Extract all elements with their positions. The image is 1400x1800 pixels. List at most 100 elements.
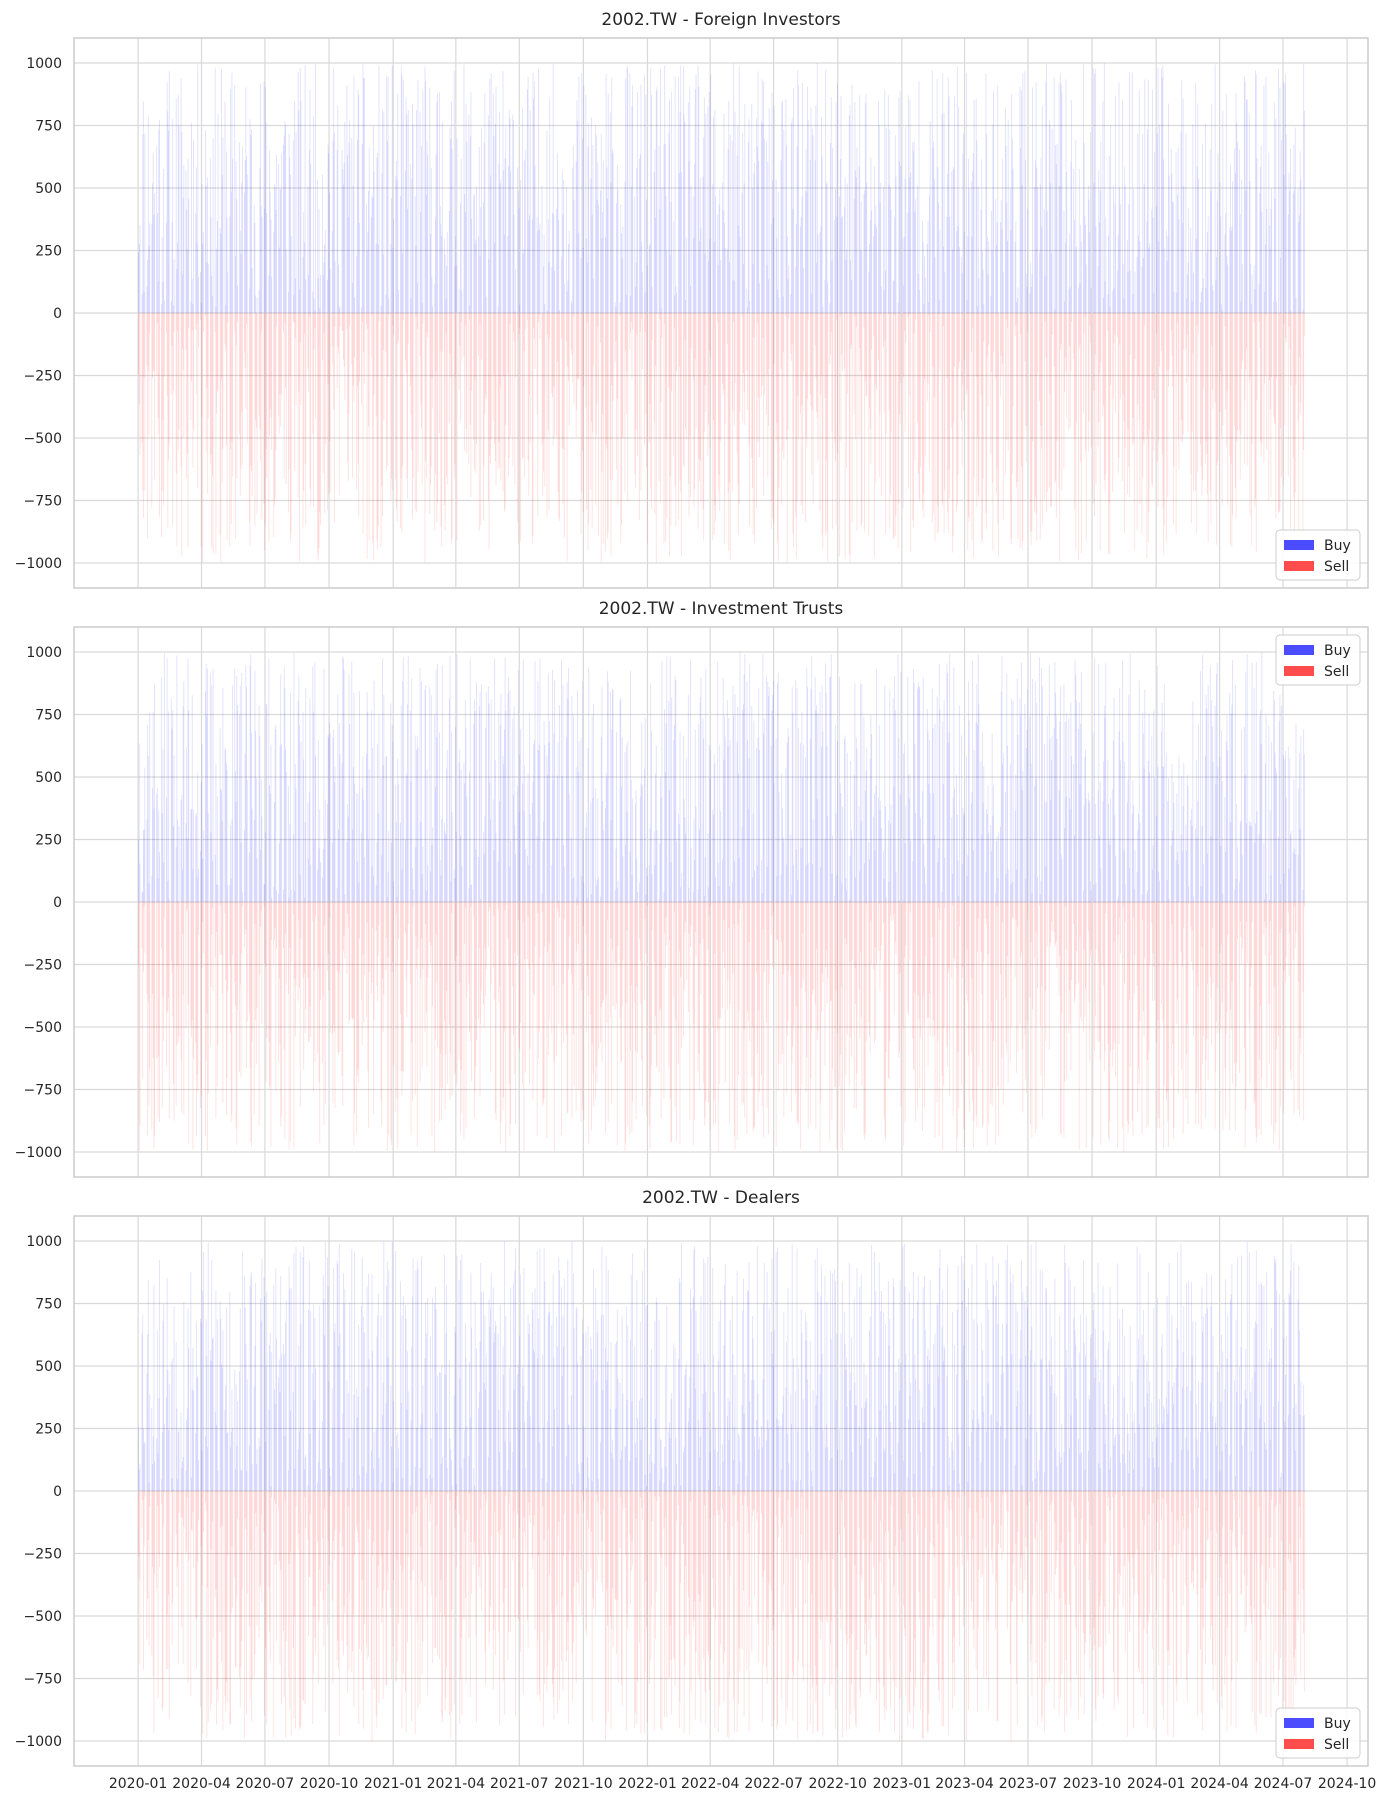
bar-buy [1090, 890, 1092, 902]
bar-sell [825, 902, 827, 951]
bar-buy [285, 249, 287, 313]
bar-sell [585, 313, 587, 408]
bar-sell [453, 313, 455, 478]
bar-buy [412, 124, 414, 314]
bar-sell [464, 313, 466, 326]
bar-buy [898, 97, 900, 313]
bar-buy [1172, 201, 1174, 313]
bar-sell [1293, 902, 1295, 1114]
bar-buy [410, 781, 412, 902]
bar-sell [1124, 902, 1126, 984]
bar-sell [528, 313, 530, 496]
bar-sell [190, 313, 192, 420]
bar-buy [669, 99, 670, 313]
bar-buy [951, 249, 953, 313]
bar-sell [1195, 902, 1197, 1093]
bar-buy [895, 871, 897, 902]
bar-buy [738, 66, 740, 313]
bar-sell [180, 313, 182, 468]
bar-buy [578, 76, 580, 314]
bar-sell [580, 313, 582, 534]
bar-buy [527, 76, 529, 314]
bar-buy [167, 880, 169, 902]
bar-sell [781, 902, 783, 1054]
bar-sell [1080, 902, 1082, 1022]
bar-sell [883, 313, 885, 413]
bar-buy [387, 872, 389, 902]
bar-sell [695, 313, 697, 428]
bar-buy [747, 739, 749, 902]
bar-sell [1282, 313, 1284, 486]
bar-sell [692, 313, 694, 381]
bar-sell [1293, 313, 1295, 499]
bar-buy [1100, 868, 1102, 902]
bar-sell [186, 313, 188, 479]
bar-buy [1185, 133, 1187, 313]
bar-buy [205, 129, 206, 313]
bar-sell [1094, 902, 1096, 1017]
bar-sell [602, 313, 604, 544]
bar-sell [702, 902, 704, 940]
bar-sell [830, 902, 832, 1001]
bar-buy [1207, 231, 1208, 313]
bar-sell [1273, 313, 1275, 424]
bar-sell [942, 902, 944, 1086]
bar-buy [825, 692, 827, 902]
bar-buy [192, 869, 194, 902]
bar-sell [485, 313, 487, 395]
bar-buy [163, 168, 165, 313]
bar-sell [198, 313, 199, 348]
bar-sell [676, 313, 677, 372]
bar-sell [952, 313, 954, 537]
bar-sell [162, 313, 164, 420]
bar-sell [1098, 313, 1100, 423]
bar-sell [620, 313, 622, 543]
bar-sell [392, 313, 394, 326]
bar-sell [830, 313, 832, 333]
bar-sell [235, 313, 237, 345]
bar-buy [927, 731, 929, 902]
bar-sell [149, 313, 151, 334]
bar-buy [1243, 76, 1245, 314]
bar-buy [300, 100, 302, 313]
bar-buy [606, 777, 608, 902]
bar-sell [1138, 902, 1140, 1085]
bar-sell [983, 313, 985, 342]
bar-buy [250, 134, 252, 313]
bar-buy [533, 81, 535, 313]
bar-sell [336, 902, 338, 971]
bar-buy [234, 85, 236, 313]
legend-label-buy: Buy [1324, 643, 1351, 659]
y-tick-label: 750 [35, 708, 62, 724]
bar-sell [407, 902, 408, 961]
bar-sell [397, 313, 399, 344]
bar-buy [1048, 664, 1050, 902]
bar-buy [244, 830, 245, 902]
bar-sell [356, 902, 358, 1135]
bar-buy [402, 656, 404, 902]
bar-sell [274, 902, 276, 929]
bar-buy [216, 220, 218, 313]
bar-buy [358, 94, 360, 313]
bar-buy [392, 248, 394, 313]
bar-sell [845, 902, 847, 1076]
bar-buy [1240, 301, 1242, 313]
bar-sell [777, 902, 778, 940]
bar-sell [1254, 313, 1256, 508]
bar-buy [817, 712, 819, 902]
bar-buy [317, 869, 319, 902]
bar-sell [1099, 313, 1100, 374]
bar-buy [362, 63, 364, 313]
bar-sell [893, 902, 895, 915]
bar-sell [230, 902, 232, 1122]
bar-buy [415, 847, 417, 902]
bar-sell [248, 902, 250, 1013]
bar-sell [873, 313, 875, 558]
bar-sell [509, 902, 511, 1136]
bar-buy [1141, 266, 1143, 313]
bar-sell [778, 902, 780, 1065]
bar-sell [670, 902, 672, 1143]
bar-sell [1043, 902, 1045, 1088]
bar-buy [1118, 82, 1120, 313]
